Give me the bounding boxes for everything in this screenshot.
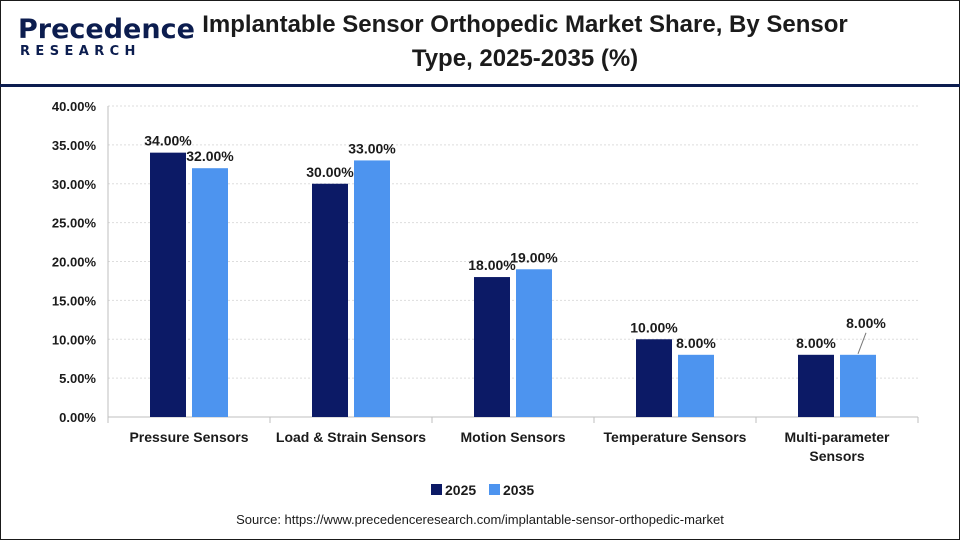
data-label: 32.00%	[186, 148, 234, 164]
x-tick-label: Temperature Sensors	[604, 429, 747, 445]
bar-2025	[474, 277, 510, 417]
bar-2025	[312, 183, 348, 417]
x-tick-label: Sensors	[809, 448, 864, 464]
source-note: Source: https://www.precedenceresearch.c…	[236, 512, 724, 527]
data-label: 34.00%	[144, 133, 192, 149]
bar-chart: 0.00% 5.00% 10.00% 15.00% 20.00% 25.00% 30.00%…	[52, 99, 919, 498]
data-label-leader	[857, 332, 867, 354]
x-tick-label: Load & Strain Sensors	[276, 429, 426, 445]
legend-swatch-2025	[431, 484, 442, 495]
data-label: 8.00%	[846, 315, 886, 331]
logo-subtitle: RESEARCH	[20, 44, 141, 59]
bar-2025	[636, 339, 672, 417]
y-tick-label: 15.00%	[52, 293, 97, 308]
bar-2035	[840, 354, 876, 417]
y-tick-label: 40.00%	[52, 99, 97, 114]
bar-2035	[192, 168, 228, 417]
legend-label: 2035	[503, 482, 534, 498]
bar-2035	[516, 269, 552, 417]
y-tick-label: 30.00%	[52, 177, 97, 192]
data-label: 10.00%	[630, 319, 678, 335]
chart-title: Implantable Sensor Orthopedic Market Sha…	[175, 8, 875, 76]
bar-2025	[798, 354, 834, 417]
y-tick-label: 20.00%	[52, 255, 97, 270]
x-tick-label: Multi-parameter	[784, 429, 890, 445]
data-label: 33.00%	[348, 140, 396, 156]
data-label: 8.00%	[676, 335, 716, 351]
precedence-logo: Precedence RESEARCH	[18, 14, 195, 70]
legend-swatch-2035	[489, 484, 500, 495]
logo-wordmark: Precedence	[18, 14, 195, 45]
y-tick-label: 25.00%	[52, 216, 97, 231]
y-tick-label: 35.00%	[52, 138, 97, 153]
bar-2035	[354, 160, 390, 418]
header: Precedence RESEARCH Implantable Sensor O…	[0, 0, 960, 84]
chart-title-line-1: Implantable Sensor Orthopedic Market Sha…	[202, 11, 848, 38]
bar-2025	[150, 152, 186, 417]
data-label: 8.00%	[796, 335, 836, 351]
data-label: 18.00%	[468, 257, 516, 273]
bar-2035	[678, 354, 714, 417]
data-label: 19.00%	[510, 249, 558, 265]
header-divider	[0, 84, 960, 87]
y-tick-label: 10.00%	[52, 332, 97, 347]
y-tick-label: 5.00%	[59, 371, 96, 386]
x-tick-label: Pressure Sensors	[129, 429, 248, 445]
chart-title-line-2: Type, 2025-2035 (%)	[411, 45, 639, 72]
x-tick-label: Motion Sensors	[460, 429, 565, 445]
legend-label: 2025	[445, 482, 476, 498]
data-label: 30.00%	[306, 164, 354, 180]
y-tick-label: 0.00%	[59, 410, 96, 425]
